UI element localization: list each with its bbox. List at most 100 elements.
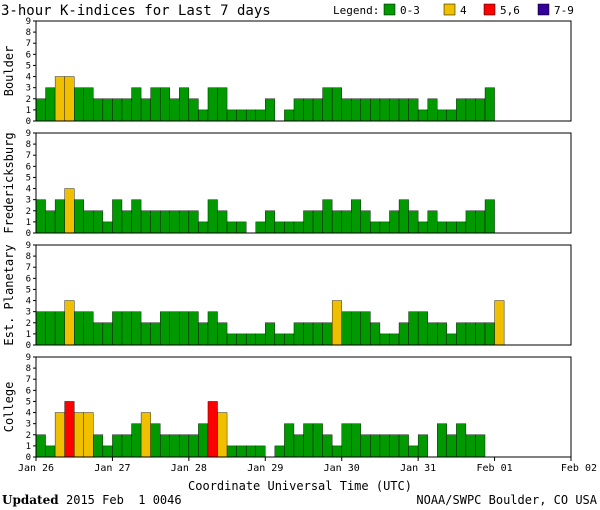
- bar: [179, 87, 190, 122]
- bar: [293, 98, 304, 122]
- bar: [284, 221, 295, 234]
- bar: [54, 412, 65, 458]
- bar: [437, 109, 448, 122]
- bar: [408, 98, 419, 122]
- bar: [179, 311, 190, 346]
- y-tick-label: 9: [26, 353, 31, 363]
- bar: [150, 87, 161, 122]
- bar: [379, 434, 390, 458]
- y-tick-label: 5: [26, 173, 31, 183]
- bar: [226, 109, 237, 122]
- bar: [207, 87, 218, 122]
- x-tick-label: Jan 28: [171, 463, 207, 474]
- x-axis-ticks: Jan 26 Jan 27 Jan 28 Jan 29 Jan 30 Jan 31 Feb …: [18, 457, 597, 474]
- bar: [274, 333, 285, 346]
- y-tick-label: 7: [26, 263, 31, 273]
- panel-frame: [35, 244, 572, 346]
- bar: [312, 322, 323, 346]
- bar: [351, 311, 362, 346]
- bar: [93, 434, 104, 458]
- bar: [198, 322, 209, 346]
- bar: [102, 445, 113, 458]
- y-tick-label: 8: [26, 140, 31, 150]
- bar: [255, 221, 266, 234]
- bar: [74, 311, 84, 346]
- bar: [427, 322, 438, 346]
- legend-label: Legend:: [333, 4, 379, 17]
- bar: [379, 98, 390, 122]
- bar: [102, 98, 113, 122]
- bar: [370, 322, 381, 346]
- bar: [265, 210, 276, 234]
- credit-text: NOAA/SWPC Boulder, CO USA: [416, 493, 597, 507]
- bar: [293, 434, 304, 458]
- bar: [64, 300, 75, 346]
- bar: [112, 199, 123, 234]
- legend-swatch-2: [483, 3, 496, 16]
- updated-value: 2015 Feb 1 0046: [66, 493, 182, 507]
- bar: [475, 210, 486, 234]
- y-tick-label: 0: [26, 117, 31, 127]
- y-tick-label: 3: [26, 84, 31, 94]
- bar: [417, 109, 428, 122]
- bar: [121, 210, 132, 234]
- bar: [437, 322, 448, 346]
- bar: [408, 210, 419, 234]
- y-tick-label: 6: [26, 386, 31, 396]
- y-tick-label: 5: [26, 61, 31, 71]
- bar: [341, 210, 352, 234]
- bar: [446, 434, 457, 458]
- bar: [150, 423, 161, 458]
- bar: [159, 210, 170, 234]
- bar: [322, 87, 333, 122]
- bar: [179, 210, 190, 234]
- bar: [54, 311, 65, 346]
- x-tick-label: Feb 01: [477, 463, 513, 474]
- panel-label-0: Boulder: [2, 46, 16, 97]
- y-tick-label: 9: [26, 241, 31, 251]
- bar: [331, 210, 342, 234]
- y-tick-label: 0: [26, 229, 31, 239]
- bar: [226, 333, 237, 346]
- bar: [207, 311, 218, 346]
- bar: [150, 210, 161, 234]
- bar: [360, 210, 371, 234]
- bar: [131, 87, 142, 122]
- bar: [93, 98, 104, 122]
- y-tick-label: 1: [26, 330, 31, 340]
- bar: [236, 333, 247, 346]
- x-tick-label: Feb 02: [561, 463, 597, 474]
- bar: [83, 87, 94, 122]
- legend-item-label-0: 0-3: [400, 4, 420, 17]
- bar: [446, 221, 457, 234]
- bar: [284, 109, 295, 122]
- bar: [456, 322, 467, 346]
- bar: [226, 221, 237, 234]
- bar: [475, 98, 486, 122]
- bar: [284, 333, 295, 346]
- y-tick-label: 7: [26, 39, 31, 49]
- bar: [245, 333, 256, 346]
- bar: [265, 98, 276, 122]
- bar: [217, 412, 228, 458]
- bar: [398, 199, 409, 234]
- y-tick-label: 9: [26, 129, 31, 139]
- bar: [45, 445, 56, 458]
- bar: [207, 401, 218, 458]
- bar: [484, 322, 495, 346]
- bar: [131, 199, 142, 234]
- legend-item-label-2: 5,6: [500, 4, 520, 17]
- bar: [398, 322, 409, 346]
- bar: [312, 423, 323, 458]
- bar: [398, 434, 409, 458]
- bar: [389, 333, 400, 346]
- y-tick-label: 1: [26, 218, 31, 228]
- bar: [379, 221, 390, 234]
- bar: [303, 210, 314, 234]
- bar: [351, 98, 362, 122]
- chart-title: 3-hour K-indices for Last 7 days: [1, 3, 271, 19]
- bar: [35, 311, 46, 346]
- y-tick-label: 6: [26, 274, 31, 284]
- bar: [293, 221, 304, 234]
